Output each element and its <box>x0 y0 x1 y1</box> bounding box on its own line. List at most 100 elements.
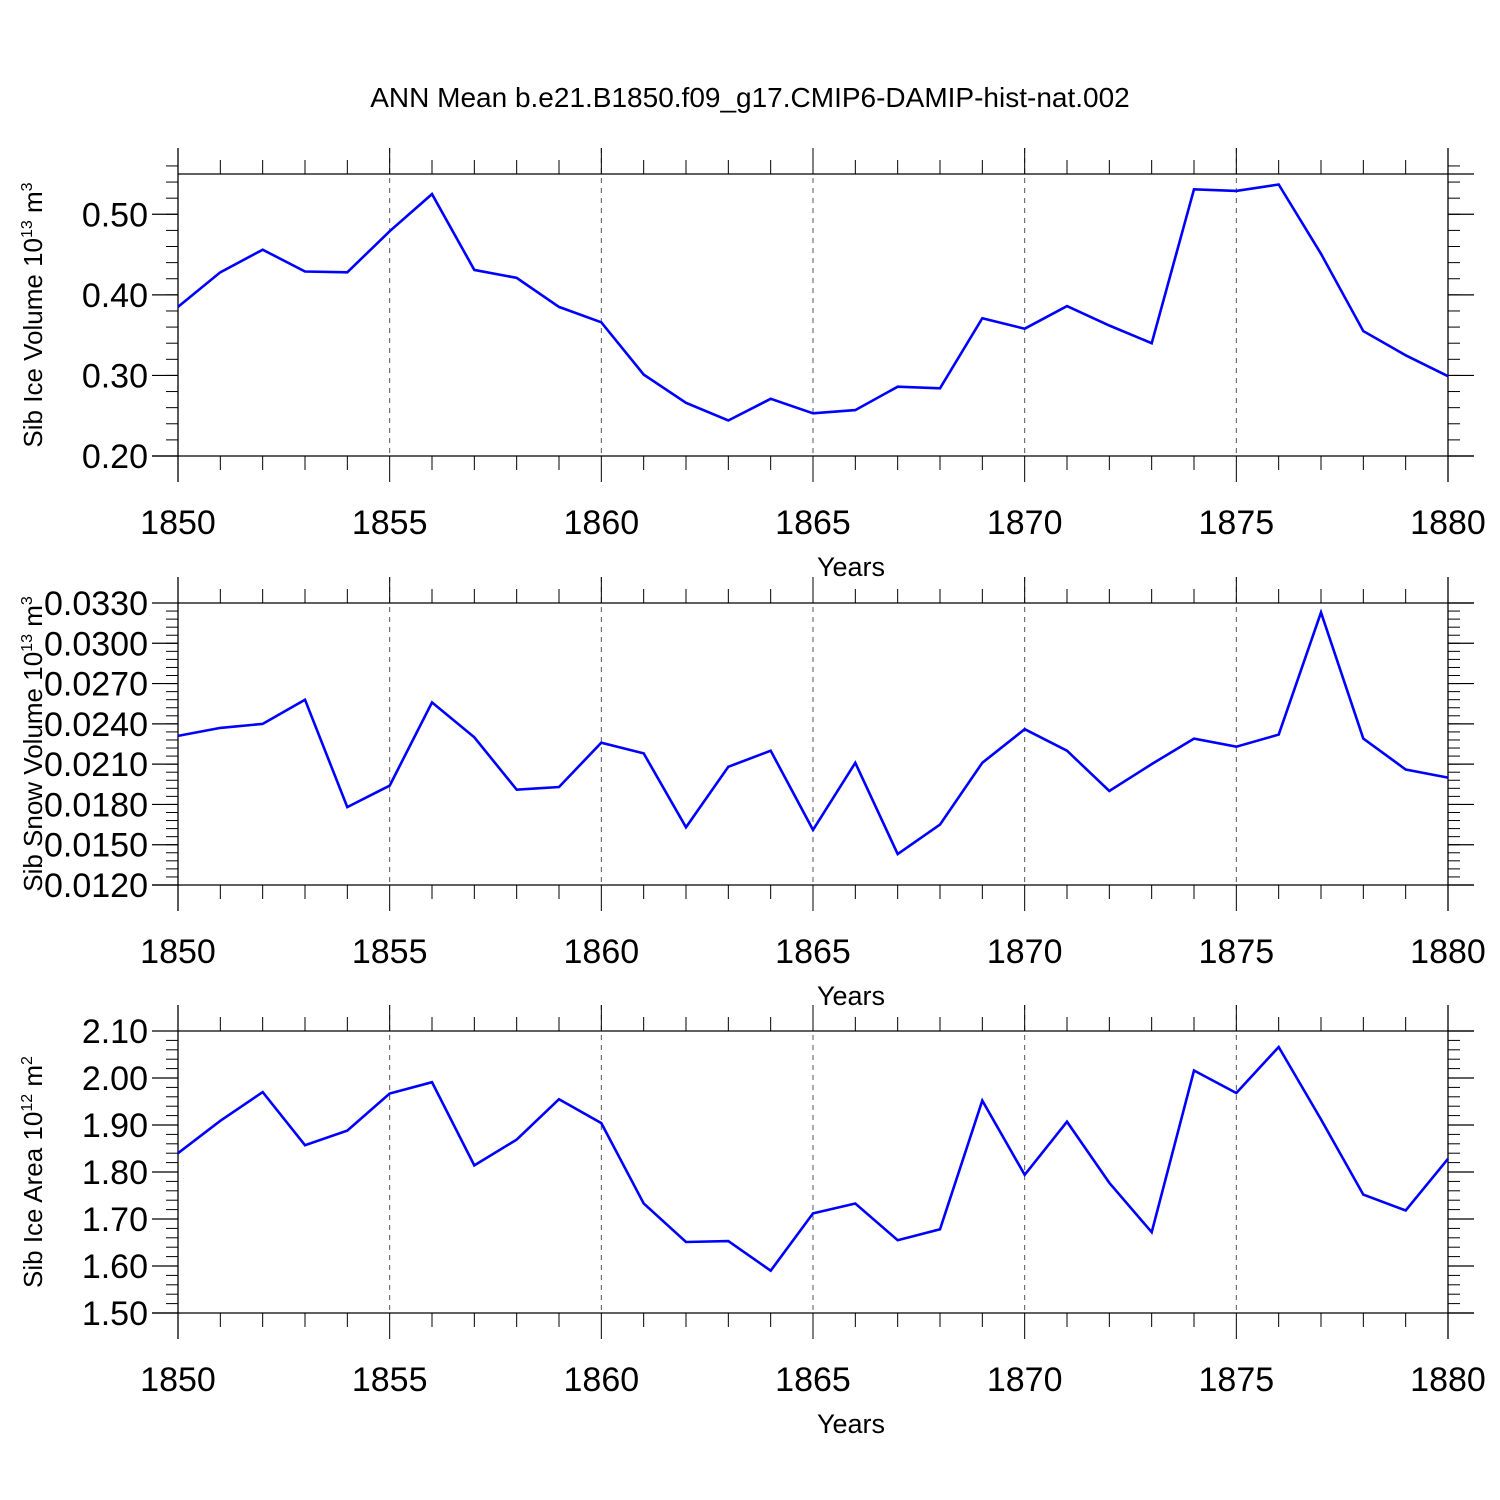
x-tick-label: 1875 <box>1199 933 1275 971</box>
x-tick-label: 1880 <box>1410 504 1486 542</box>
data-point <box>1023 727 1027 731</box>
data-point <box>599 320 603 324</box>
data-point <box>642 373 646 377</box>
x-tick-label: 1880 <box>1410 933 1486 971</box>
data-point <box>430 700 434 704</box>
data-point <box>472 735 476 739</box>
data-point <box>472 268 476 272</box>
y-axis-label: Sib Snow Volume 1013 m3 <box>18 596 48 892</box>
data-point <box>388 229 392 233</box>
data-point <box>303 698 307 702</box>
data-point <box>1065 1120 1069 1124</box>
data-point <box>176 305 180 309</box>
series-line <box>177 183 1449 422</box>
data-point <box>1319 1117 1323 1121</box>
y-tick-label: 0.0120 <box>44 867 148 905</box>
y-tick-label: 2.00 <box>82 1060 148 1098</box>
x-tick-label: 1875 <box>1199 504 1275 542</box>
y-tick-label: 0.50 <box>82 196 148 234</box>
x-tick-label: 1850 <box>140 933 216 971</box>
panel-1: 0.20 0.30 0.40 0.50 1850 1855 1860 1865 1870 1875… <box>18 148 1486 582</box>
data-point <box>430 192 434 196</box>
data-point <box>472 1163 476 1167</box>
data-point <box>515 1138 519 1142</box>
data-point <box>261 1090 265 1094</box>
data-point <box>1107 1181 1111 1185</box>
data-point <box>218 1119 222 1123</box>
data-point <box>769 749 773 753</box>
data-point <box>1192 737 1196 741</box>
data-point <box>853 761 857 765</box>
x-tick-label: 1855 <box>352 933 428 971</box>
data-point <box>1065 304 1069 308</box>
x-axis-label: Years <box>817 1409 885 1439</box>
y-tick-label: 0.0270 <box>44 666 148 704</box>
data-point <box>938 823 942 827</box>
data-point <box>896 852 900 856</box>
data-point <box>938 386 942 390</box>
data-point <box>1361 329 1365 333</box>
data-point <box>515 788 519 792</box>
x-tick-label: 1870 <box>987 933 1063 971</box>
y-tick-label: 2.10 <box>82 1013 148 1051</box>
y-axis-label: Sib Ice Area 1012 m2 <box>18 1056 48 1288</box>
data-point <box>1277 733 1281 737</box>
data-point <box>1234 1091 1238 1095</box>
main-title: ANN Mean b.e21.B1850.f09_g17.CMIP6-DAMIP… <box>370 82 1130 113</box>
data-point <box>896 1238 900 1242</box>
data-point <box>176 734 180 738</box>
data-point <box>557 305 561 309</box>
x-tick-label: 1860 <box>564 1361 640 1399</box>
data-point <box>1192 1068 1196 1072</box>
data-point <box>769 397 773 401</box>
data-point <box>980 761 984 765</box>
y-axis-label: Sib Ice Volume 1013 m3 <box>18 182 48 447</box>
data-point <box>853 1201 857 1205</box>
data-point <box>684 825 688 829</box>
x-tick-label: 1855 <box>352 504 428 542</box>
data-point <box>261 248 265 252</box>
x-tick-label: 1855 <box>352 1361 428 1399</box>
data-point <box>769 1269 773 1273</box>
data-point <box>980 1099 984 1103</box>
data-point <box>1065 749 1069 753</box>
data-point <box>726 419 730 423</box>
data-point <box>557 785 561 789</box>
x-tick-label: 1860 <box>564 933 640 971</box>
data-point <box>1150 1230 1154 1234</box>
data-point <box>1192 187 1196 191</box>
x-axis-label: Years <box>817 552 885 582</box>
data-point <box>811 411 815 415</box>
data-point <box>1361 1193 1365 1197</box>
x-tick-label: 1865 <box>775 504 851 542</box>
data-point <box>1446 1157 1450 1161</box>
data-point <box>388 1092 392 1096</box>
data-point <box>261 722 265 726</box>
data-point <box>1234 189 1238 193</box>
x-tick-label: 1850 <box>140 1361 216 1399</box>
data-point <box>176 1151 180 1155</box>
data-point <box>345 270 349 274</box>
x-tick-label: 1860 <box>564 504 640 542</box>
data-point <box>684 401 688 405</box>
x-tick-label: 1870 <box>987 1361 1063 1399</box>
data-point <box>1277 1045 1281 1049</box>
data-point <box>1319 252 1323 256</box>
data-point <box>1404 1209 1408 1213</box>
data-point <box>726 765 730 769</box>
y-tick-label: 0.30 <box>82 357 148 395</box>
y-tick-label: 0.0210 <box>44 746 148 784</box>
x-tick-label: 1870 <box>987 504 1063 542</box>
data-point <box>1404 768 1408 772</box>
y-tick-label: 1.80 <box>82 1154 148 1192</box>
data-point <box>1277 182 1281 186</box>
panel-2: 0.01200.01500.01800.02100.02400.02700.03… <box>18 577 1486 1011</box>
x-tick-label: 1875 <box>1199 1361 1275 1399</box>
y-tick-label: 0.0180 <box>44 786 148 824</box>
data-point <box>1446 776 1450 780</box>
data-point <box>938 1227 942 1231</box>
data-point <box>303 1143 307 1147</box>
data-point <box>303 269 307 273</box>
data-point <box>388 784 392 788</box>
